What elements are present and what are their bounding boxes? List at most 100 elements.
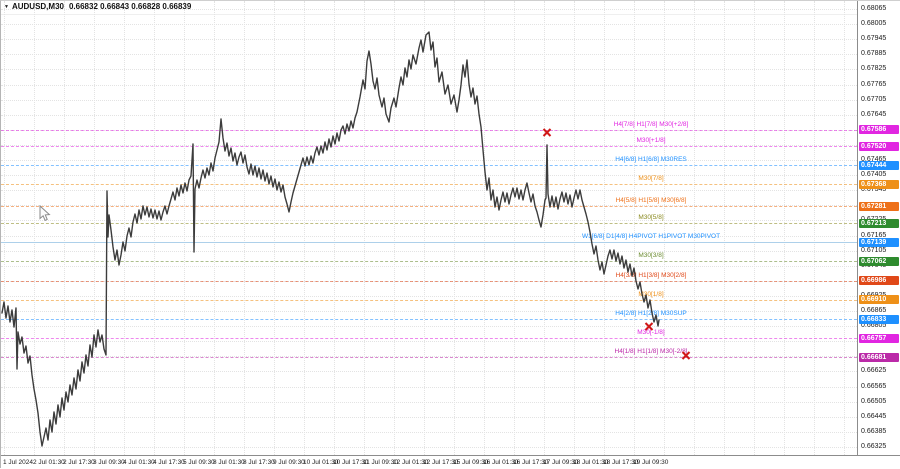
gridline-v xyxy=(754,1,755,455)
chart-top-border xyxy=(1,14,857,15)
gridline-h xyxy=(1,386,857,388)
gridline-h xyxy=(1,114,857,116)
x-marker-icon[interactable] xyxy=(542,124,552,142)
chart-title: ▼ AUDUSD,M30 0.66832 0.66843 0.66828 0.668… xyxy=(4,2,191,11)
gridline-v xyxy=(844,1,845,455)
gridline-h xyxy=(1,235,857,237)
gridline-h xyxy=(1,341,857,343)
level-line xyxy=(1,338,857,340)
gridline-v xyxy=(574,1,575,455)
gridline-v xyxy=(484,1,485,455)
level-line xyxy=(1,357,857,359)
gridline-v xyxy=(424,1,425,455)
price-tick-label: 0.66505 xyxy=(861,397,887,405)
level-line xyxy=(1,129,857,131)
time-tick-label: 9 Jul 09:30 xyxy=(273,459,305,466)
price-badge: 0.66757 xyxy=(859,333,899,343)
gridline-v xyxy=(394,1,395,455)
price-badge: 0.66833 xyxy=(859,314,899,324)
price-tick-label: 0.67165 xyxy=(861,231,887,239)
time-tick-label: 19 Jul 09:30 xyxy=(633,459,669,466)
level-line xyxy=(1,299,857,301)
time-tick-label: 15 Jul 09:30 xyxy=(453,459,489,466)
price-polyline xyxy=(1,31,660,447)
price-tick-label: 0.66385 xyxy=(861,427,887,435)
gridline-h xyxy=(1,54,857,56)
gridline-v xyxy=(64,1,65,455)
level-line xyxy=(1,206,857,208)
gridline-v xyxy=(274,1,275,455)
time-tick-label: 16 Jul 17:30 xyxy=(513,459,549,466)
gridline-h xyxy=(1,446,857,448)
time-tick-label: 4 Jul 17:30 xyxy=(153,459,185,466)
price-tick-label: 0.67345 xyxy=(861,186,887,194)
gridline-v xyxy=(814,1,815,455)
level-label: H4[7/8] H1[7/8] M30[+2/8] xyxy=(613,120,689,128)
gridline-v xyxy=(124,1,125,455)
x-marker-icon[interactable] xyxy=(644,318,654,336)
time-tick-label: 4 Jul 01:30 xyxy=(123,459,155,466)
gridline-h xyxy=(1,160,857,161)
gridline-v xyxy=(664,1,665,455)
price-axis[interactable]: 0.68065 0.68005 0.67945 0.67885 0.67825 0.677… xyxy=(859,1,900,455)
time-tick-label: 8 Jul 17:30 xyxy=(243,459,275,466)
gridline-v xyxy=(154,1,155,455)
gridline-v xyxy=(604,1,605,455)
time-tick-label: 17 Jul 09:30 xyxy=(543,459,579,466)
x-marker-icon[interactable] xyxy=(681,347,691,365)
price-badge: 0.66681 xyxy=(859,352,899,362)
price-badge: 0.67062 xyxy=(859,256,899,266)
gridline-h xyxy=(1,69,857,71)
gridline-v xyxy=(724,1,725,455)
gridline-h xyxy=(1,9,857,10)
time-axis[interactable]: 1 Jul 2024 2 Jul 01:30 2 Jul 17:30 3 Jul 09… xyxy=(1,455,900,469)
chart-dropdown-icon[interactable]: ▼ xyxy=(4,3,9,10)
price-tick-label: 0.66805 xyxy=(861,322,887,330)
murrey-levels-layer: H4[7/8] H1[7/8] M30[+2/8] M30[+1/8] H4[6/8… xyxy=(1,1,857,455)
gridline-v xyxy=(784,1,785,455)
price-badge: 0.67444 xyxy=(859,160,899,170)
price-tick-label: 0.67105 xyxy=(861,246,887,254)
gridline-v xyxy=(244,1,245,455)
level-line xyxy=(1,261,857,263)
gridline-v xyxy=(184,1,185,455)
time-tick-label: 3 Jul 09:30 xyxy=(93,459,125,466)
gridline-h xyxy=(1,416,857,418)
gridline-h xyxy=(1,190,857,192)
price-tick-label: 0.67705 xyxy=(861,95,887,103)
level-label: M30[7/8] xyxy=(638,175,664,183)
price-tick-label: 0.68005 xyxy=(861,20,887,28)
time-tick-label: 16 Jul 01:30 xyxy=(483,459,519,466)
gridline-h xyxy=(1,175,857,177)
level-label: H4[2/8] H1[2/8] M30SUP xyxy=(615,309,687,317)
level-line xyxy=(1,223,857,225)
gridline-h xyxy=(1,84,857,86)
gridline-h xyxy=(1,99,857,101)
level-line xyxy=(1,280,857,282)
gridline-v xyxy=(304,1,305,455)
gridline-h xyxy=(1,205,857,207)
level-label: M30[3/8] xyxy=(638,252,664,260)
time-tick-label: 10 Jul 17:30 xyxy=(333,459,369,466)
time-tick-label: 2 Jul 17:30 xyxy=(63,459,95,466)
price-tick-label: 0.67465 xyxy=(861,156,887,163)
time-tick-label: 1 Jul 2024 xyxy=(3,459,33,466)
time-tick-label: 10 Jul 01:30 xyxy=(303,459,339,466)
level-line xyxy=(1,165,857,167)
price-tick-label: 0.66625 xyxy=(861,367,887,375)
gridline-h xyxy=(1,356,857,358)
gridline-h xyxy=(1,371,857,373)
price-tick-label: 0.67765 xyxy=(861,80,887,88)
price-badge: 0.67586 xyxy=(859,125,899,135)
level-label: H4[6/8] H1[6/8] M30RES xyxy=(615,156,687,164)
price-tick-label: 0.67885 xyxy=(861,50,887,58)
gridline-h xyxy=(1,431,857,433)
gridline-h xyxy=(1,401,857,403)
price-badge: 0.66986 xyxy=(859,276,899,286)
gridline-v xyxy=(34,1,35,455)
price-tick-label: 0.66445 xyxy=(861,412,887,420)
level-label: M30[-1/8] xyxy=(637,329,665,337)
level-line xyxy=(1,242,857,244)
grid-layer xyxy=(1,1,857,455)
chart-plot-area[interactable]: H4[7/8] H1[7/8] M30[+2/8] M30[+1/8] H4[6/8… xyxy=(1,1,858,455)
